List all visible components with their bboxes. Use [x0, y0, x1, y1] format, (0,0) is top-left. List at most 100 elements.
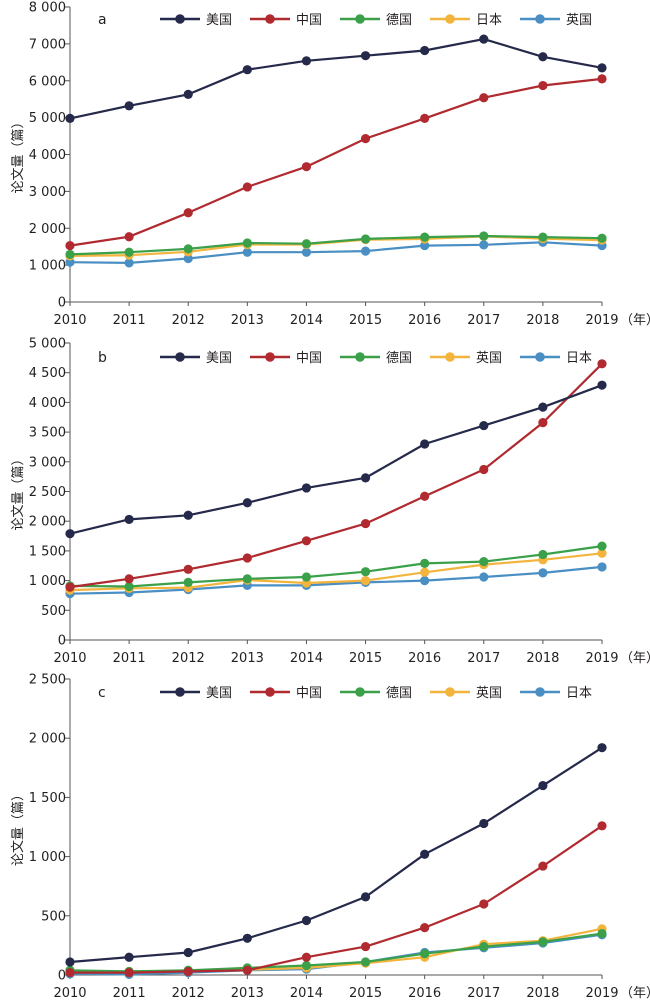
legend-marker — [535, 352, 545, 362]
x-tick-label: 2010 — [53, 651, 86, 666]
y-tick-label: 7 000 — [29, 37, 66, 52]
series-line — [69, 363, 603, 589]
data-point — [597, 63, 607, 73]
series-line — [69, 932, 603, 973]
data-point — [420, 949, 430, 959]
data-point — [124, 247, 134, 257]
legend-label: 中国 — [296, 686, 322, 701]
legend-marker — [175, 14, 185, 24]
data-point — [124, 232, 134, 242]
legend-label: 德国 — [386, 351, 412, 366]
legend: 美国 中国 德国 英国 日本 — [160, 351, 592, 366]
data-point — [65, 249, 75, 260]
data-point — [597, 548, 607, 558]
y-axis-label: 论文量（篇） — [11, 452, 26, 530]
y-tick-label: 2 000 — [29, 222, 66, 237]
legend-marker — [175, 687, 185, 697]
y-tick-label: 3 500 — [29, 426, 66, 441]
y-tick-label: 3 000 — [29, 185, 66, 200]
legend-label: 英国 — [566, 13, 592, 28]
data-point — [65, 529, 75, 539]
x-tick-label: 2018 — [526, 313, 559, 328]
y-tick-label: 1 000 — [29, 850, 66, 865]
data-point — [420, 240, 430, 251]
y-tick-label: 1 500 — [29, 791, 66, 806]
legend-item: 英国 — [430, 686, 502, 701]
data-point — [242, 574, 252, 584]
legend-marker — [445, 687, 455, 697]
data-point — [420, 567, 430, 577]
legend-label: 中国 — [296, 13, 322, 28]
x-tick-label: 2018 — [526, 651, 559, 666]
data-point — [65, 113, 75, 123]
y-axis-label: 论文量（篇） — [11, 115, 26, 193]
series-line — [70, 824, 603, 974]
series-line — [69, 565, 603, 595]
series-line — [69, 234, 603, 256]
legend-item: 中国 — [250, 351, 322, 366]
data-point — [479, 464, 489, 475]
x-tick-label: 2019 — [585, 986, 618, 1001]
x-tick-label: 2013 — [231, 651, 264, 666]
data-point — [597, 743, 607, 753]
series-line — [69, 77, 603, 247]
data-point — [183, 244, 193, 254]
legend-item: 日本 — [520, 686, 592, 701]
x-tick-label: 2014 — [290, 313, 323, 328]
series-中国 — [65, 74, 607, 251]
panel-label: b — [98, 350, 107, 366]
data-point — [242, 238, 252, 248]
legend-item: 日本 — [520, 351, 592, 366]
x-axis-unit: （年） — [620, 986, 650, 1001]
x-tick-label: 2011 — [113, 986, 146, 1001]
data-point — [420, 576, 430, 586]
data-point — [538, 402, 548, 412]
data-point — [538, 232, 548, 242]
y-tick-label: 0 — [58, 296, 66, 311]
panel-label: c — [98, 685, 106, 701]
data-point — [538, 568, 548, 578]
data-point — [538, 549, 548, 560]
legend-marker — [355, 14, 365, 24]
legend-label: 美国 — [206, 686, 232, 701]
data-point — [420, 491, 430, 501]
data-point — [420, 113, 430, 123]
data-point — [360, 567, 371, 577]
legend-label: 德国 — [386, 13, 412, 28]
data-point — [597, 541, 607, 551]
legend-label: 英国 — [476, 351, 502, 366]
x-tick-label: 2018 — [526, 986, 559, 1001]
x-tick-label: 2017 — [467, 313, 500, 328]
x-axis-unit: （年） — [620, 313, 650, 328]
legend: 美国 中国 德国 日本 英国 — [160, 13, 592, 28]
series-美国 — [65, 743, 607, 967]
legend-marker — [265, 352, 275, 362]
x-tick-label: 2013 — [231, 986, 264, 1001]
x-tick-label: 2012 — [172, 651, 205, 666]
x-tick-label: 2011 — [113, 651, 146, 666]
data-point — [242, 498, 252, 508]
y-tick-label: 4 000 — [29, 148, 66, 163]
y-tick-label: 3 000 — [29, 455, 66, 470]
data-point — [597, 928, 607, 939]
legend-label: 日本 — [476, 13, 502, 28]
y-tick-label: 1 500 — [29, 544, 66, 559]
data-point — [479, 420, 489, 431]
legend-label: 英国 — [476, 686, 502, 701]
data-point — [183, 947, 193, 958]
y-tick-label: 2 000 — [29, 732, 66, 747]
data-point — [124, 581, 134, 592]
data-point — [479, 556, 489, 567]
data-point — [124, 574, 134, 584]
series-中国 — [65, 359, 607, 592]
data-point — [420, 849, 430, 859]
chart-panel-c: 0 500 1 000 1 500 2 000 2 500 2010 2011 2012 2013… — [11, 673, 650, 1001]
y-axis-label: 论文量（篇） — [11, 788, 26, 866]
x-axis-unit: （年） — [620, 651, 650, 666]
data-point — [360, 234, 371, 244]
data-point — [538, 861, 548, 871]
legend-item: 德国 — [340, 351, 412, 366]
chart-panel-b: 0 500 1 000 1 500 2 000 2 500 3 000 3 500 4 000 4… — [11, 337, 650, 667]
data-point — [538, 780, 548, 791]
data-point — [420, 558, 430, 568]
